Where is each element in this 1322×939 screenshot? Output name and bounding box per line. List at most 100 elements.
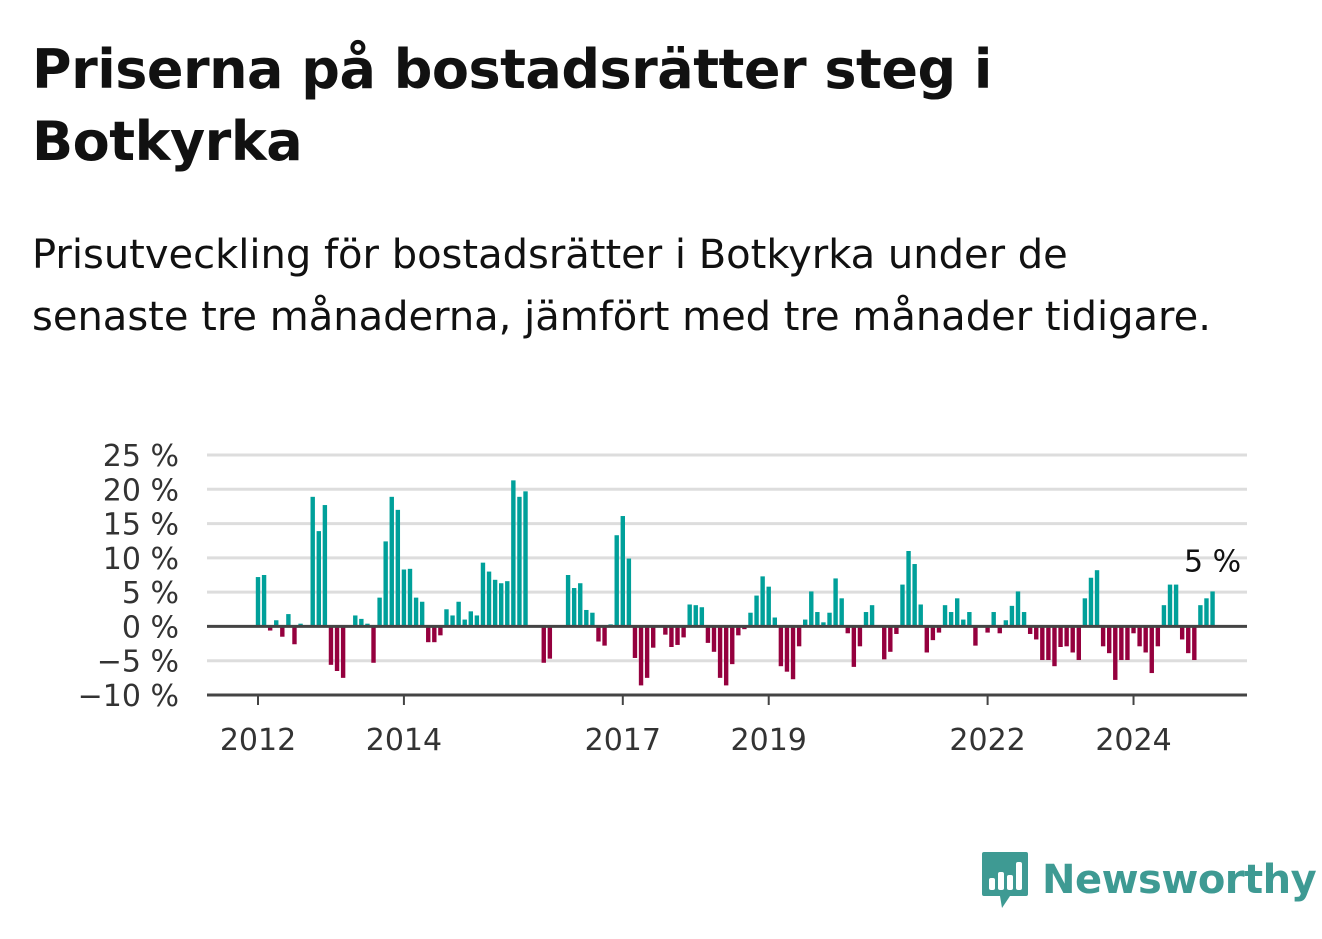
bar — [948, 612, 954, 627]
bar — [1192, 626, 1197, 661]
bar — [438, 626, 443, 636]
bar — [389, 496, 394, 627]
chart-subtitle: Prisutveckling för bostadsrätter i Botky… — [32, 232, 1211, 340]
bar — [614, 535, 619, 627]
bar — [450, 615, 455, 627]
bar — [961, 619, 966, 627]
axes — [207, 624, 1247, 705]
bar — [827, 612, 832, 627]
bar — [1100, 626, 1106, 647]
bar — [711, 626, 717, 652]
bar — [334, 626, 340, 671]
bar — [1131, 626, 1136, 634]
bar — [1052, 626, 1057, 667]
bar-chart: 25 %20 %15 %10 %5 %0 %−5 %−10 %2012 2014 2… — [78, 439, 1247, 758]
bar — [480, 562, 486, 627]
bar — [1173, 584, 1179, 627]
bar — [1119, 626, 1124, 661]
bar — [486, 571, 492, 627]
bar — [748, 612, 753, 627]
bar — [547, 626, 553, 659]
bar — [912, 564, 917, 627]
bar — [900, 584, 905, 627]
bar — [1034, 626, 1039, 640]
bar — [1186, 626, 1191, 654]
bar — [1113, 626, 1118, 680]
bar — [596, 626, 601, 642]
bar — [638, 626, 644, 686]
bar — [894, 626, 899, 634]
bar — [815, 612, 820, 627]
bar — [754, 595, 759, 627]
bar — [492, 579, 498, 627]
bar — [918, 604, 923, 627]
bar — [687, 604, 692, 627]
bar — [863, 612, 869, 627]
bar — [1179, 626, 1185, 640]
newsworthy-logo: Newsworthy — [980, 850, 1317, 910]
bar — [997, 626, 1002, 634]
bar — [888, 626, 893, 652]
bar — [371, 626, 376, 663]
bar — [717, 626, 723, 678]
bar — [1009, 605, 1015, 627]
bar — [1161, 605, 1167, 627]
bar — [675, 626, 680, 645]
bar — [845, 626, 850, 634]
bar — [505, 581, 510, 627]
bar — [869, 605, 875, 627]
bar — [967, 612, 972, 627]
bar — [499, 583, 504, 627]
bar — [517, 496, 522, 627]
bar — [760, 576, 765, 627]
bar — [413, 597, 419, 627]
bar — [620, 516, 625, 627]
bar — [444, 609, 449, 627]
bar — [359, 618, 364, 627]
bar — [432, 626, 437, 643]
bar — [803, 619, 808, 627]
bar — [833, 578, 838, 627]
bar — [292, 626, 297, 645]
bar — [571, 588, 577, 627]
bar — [310, 496, 315, 627]
bar-series — [255, 480, 1215, 686]
bar — [632, 626, 638, 658]
bar — [267, 626, 273, 631]
bar — [590, 612, 595, 627]
x-tick-label: 2012 — [220, 723, 296, 758]
bar — [772, 617, 777, 627]
bar — [699, 607, 705, 627]
bar — [456, 601, 461, 627]
brand-name: Newsworthy — [1042, 857, 1317, 903]
bar — [930, 626, 936, 641]
y-tick-label: 25 % — [103, 439, 179, 474]
bar — [1070, 626, 1075, 653]
bar — [705, 626, 711, 643]
bar — [286, 614, 291, 627]
y-tick-label: −10 % — [78, 679, 179, 714]
bar — [1040, 626, 1045, 661]
bar — [1204, 598, 1209, 627]
bar — [565, 575, 571, 627]
bar — [1125, 626, 1130, 661]
bar — [1094, 570, 1100, 627]
bar — [316, 531, 321, 627]
bar — [1046, 626, 1051, 661]
bar — [693, 605, 698, 627]
bar — [1076, 626, 1081, 661]
bar — [602, 626, 607, 646]
tick-labels: 25 %20 %15 %10 %5 %0 %−5 %−10 %2012 2014 2… — [78, 439, 1241, 758]
bar — [255, 577, 261, 627]
bar — [1064, 626, 1069, 647]
y-tick-label: 10 % — [103, 542, 179, 577]
bar — [651, 626, 656, 648]
bar — [468, 611, 473, 627]
bar — [395, 509, 401, 627]
bar — [523, 491, 528, 627]
bar — [955, 598, 960, 627]
bar — [924, 626, 929, 653]
bar — [1137, 626, 1142, 647]
bar — [906, 551, 911, 627]
bar — [1210, 591, 1215, 627]
